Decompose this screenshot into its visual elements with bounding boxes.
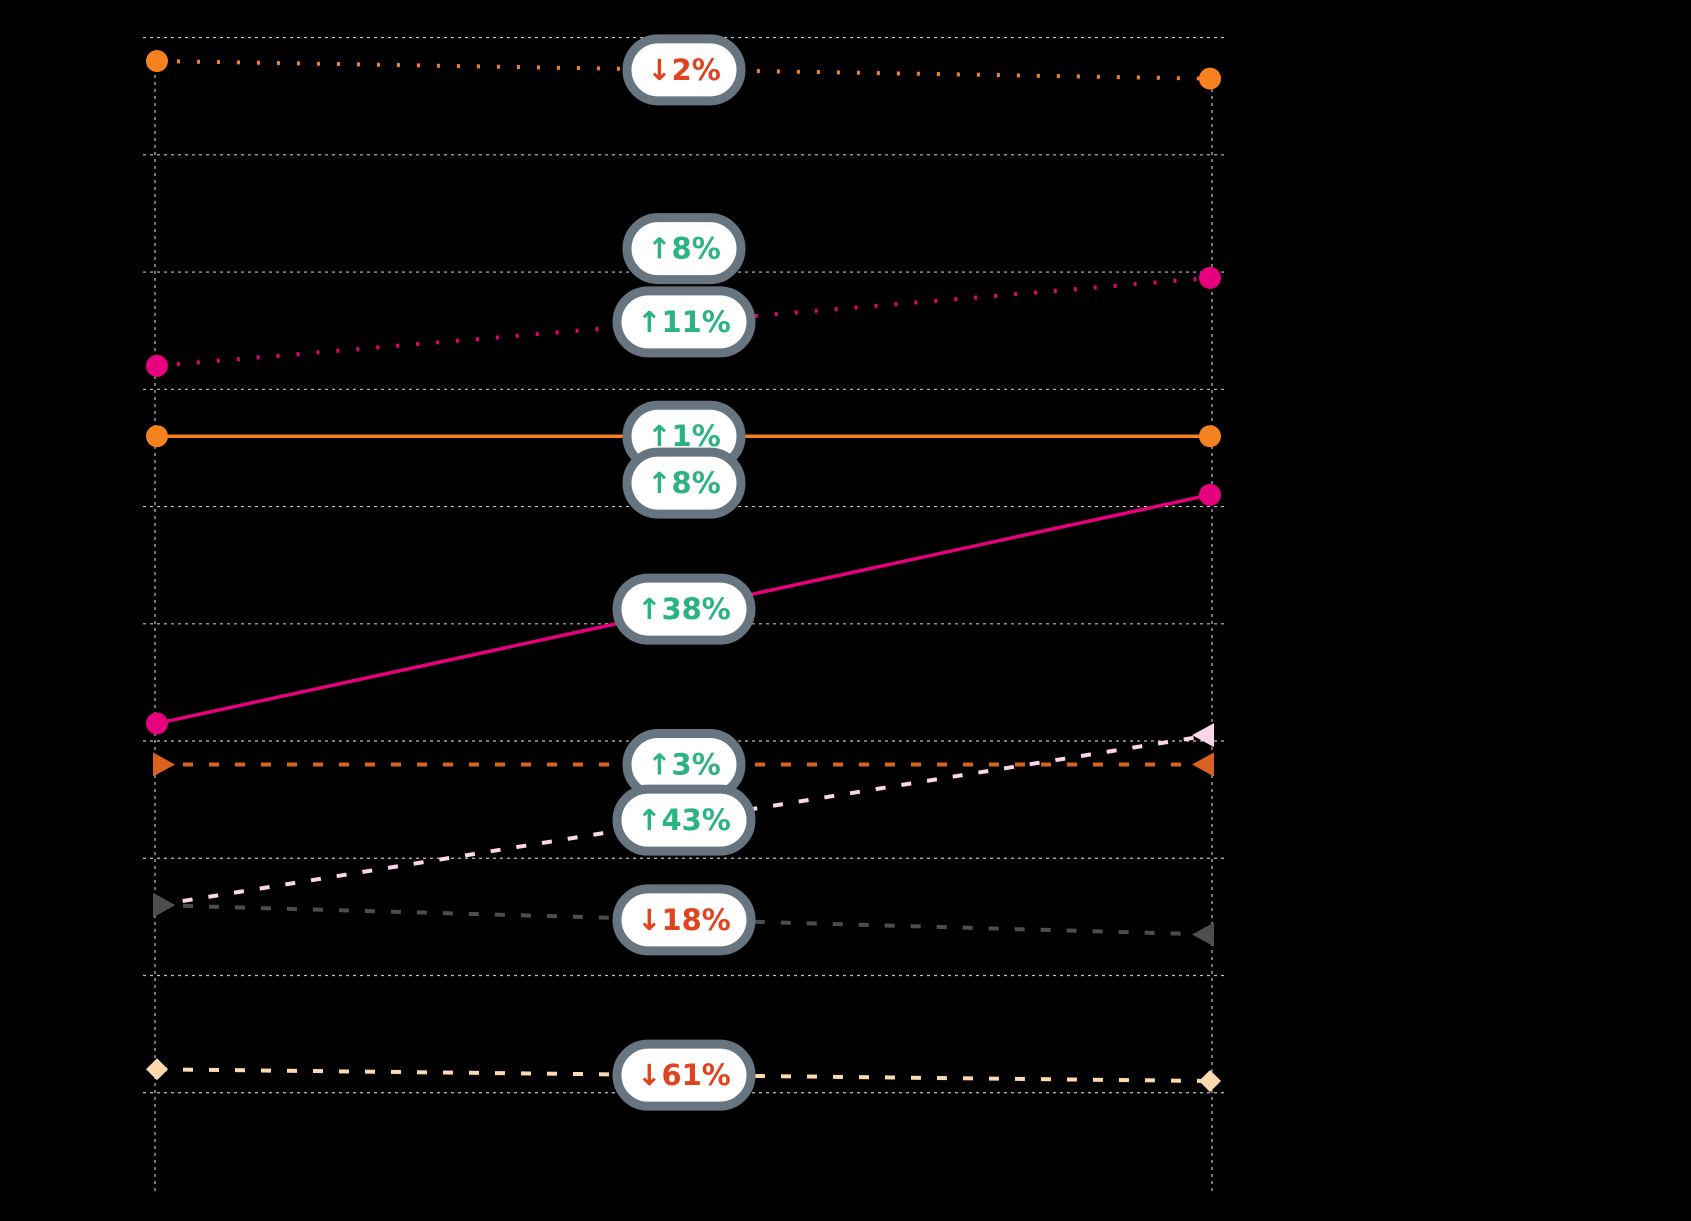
change-badge-label: ↑38% (637, 592, 731, 626)
change-badge: ↑11% (612, 286, 756, 358)
change-badge-label: ↓18% (637, 903, 731, 937)
triangle-marker (1192, 752, 1214, 777)
change-badge: ↑43% (612, 784, 756, 856)
circle-marker (1199, 266, 1221, 289)
change-badge-label: ↑11% (637, 305, 731, 339)
circle-marker (1199, 483, 1221, 506)
change-badge-outline (622, 447, 746, 519)
change-badge: ↑38% (612, 573, 756, 645)
change-badge-outline (622, 213, 746, 285)
change-badge-label: ↓61% (637, 1058, 731, 1092)
triangle-marker (1192, 922, 1214, 947)
change-badge-outline (612, 784, 756, 856)
change-badge-label: ↑8% (647, 232, 721, 266)
circle-marker (146, 354, 168, 377)
change-badge: ↓61% (612, 1039, 756, 1111)
change-badge: ↑8% (622, 447, 746, 519)
change-badge-outline (622, 34, 746, 106)
circle-marker (1199, 425, 1221, 448)
diamond-marker (146, 1058, 168, 1081)
series-line (156, 733, 1211, 908)
triangle-marker (153, 893, 175, 918)
circle-marker (146, 712, 168, 735)
circle-marker (1199, 67, 1221, 90)
change-badge: ↓18% (612, 884, 756, 956)
change-badge: ↑8% (622, 213, 746, 285)
change-badge-label: ↑1% (647, 419, 721, 453)
diamond-marker (1199, 1070, 1221, 1093)
change-badge-label: ↓2% (647, 53, 721, 87)
change-badge: ↑3% (622, 728, 746, 800)
change-badge-outline (612, 573, 756, 645)
triangle-marker (1192, 723, 1214, 748)
circle-marker (146, 425, 168, 448)
change-badge-label: ↑3% (647, 747, 721, 781)
badge-layer: ↓2% ↑11% ↑1% ↑38% ↑3% ↑43% ↓18% ↓61% ↑8% ↑8% (612, 34, 756, 1111)
change-badge: ↓2% (622, 34, 746, 106)
change-badge-label: ↑8% (647, 466, 721, 500)
series-line (156, 275, 1211, 368)
triangle-marker (153, 752, 175, 777)
change-badge-outline (612, 1039, 756, 1111)
change-badge-label: ↑43% (637, 803, 731, 837)
change-badge-outline (612, 286, 756, 358)
change-badge-outline (612, 884, 756, 956)
circle-marker (146, 50, 168, 73)
